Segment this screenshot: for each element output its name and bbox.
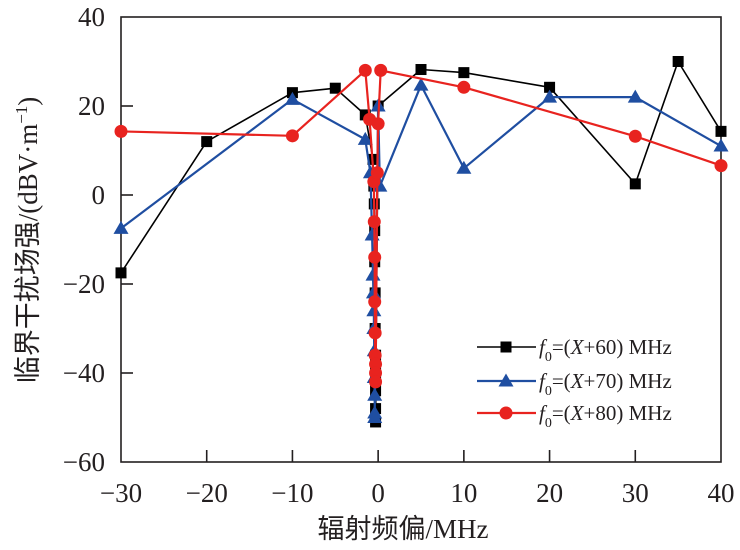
data-point [713, 138, 729, 152]
data-point [358, 63, 372, 77]
data-point [365, 267, 381, 281]
x-axis-title: 辐射频偏/MHz [318, 514, 489, 544]
data-point [368, 326, 382, 340]
data-point [544, 81, 556, 93]
legend-marker [498, 373, 514, 387]
series-layer [113, 56, 729, 428]
data-point [114, 124, 128, 138]
y-tick-label: 20 [78, 91, 105, 121]
data-point [628, 129, 642, 143]
data-point [115, 267, 127, 279]
data-point [371, 117, 385, 131]
x-tick-label: 0 [371, 478, 385, 508]
series-line [120, 60, 722, 423]
data-point [627, 89, 643, 103]
legend-marker [499, 406, 513, 420]
data-point [370, 166, 384, 180]
plot-border [120, 16, 722, 463]
plot-frame [120, 16, 722, 463]
y-tick-label: −60 [63, 447, 105, 477]
series-3 [114, 63, 728, 389]
data-point [369, 375, 383, 389]
data-point [715, 125, 727, 137]
x-tick-label: 30 [622, 478, 649, 508]
data-point [357, 131, 373, 145]
y-tick-label: −40 [63, 358, 105, 388]
legend-label: f0=(X+80) MHz [539, 401, 672, 431]
legend-marker [500, 341, 512, 353]
data-point [672, 56, 684, 67]
data-point [285, 129, 299, 143]
svg-text:临界干扰场强/(dBV·m−1): 临界干扰场强/(dBV·m−1) [12, 97, 43, 384]
data-point [374, 63, 388, 77]
data-point [542, 89, 558, 103]
y-axis-title-sup: −1 [12, 106, 31, 124]
legend-item-3: f0=(X+80) MHz [477, 401, 672, 431]
y-axis-ticks: −60 −40 −20 0 20 40 [63, 2, 133, 477]
data-point [458, 67, 470, 79]
y-tick-label: −20 [63, 269, 105, 299]
data-point [367, 387, 383, 401]
legend-label: f0=(X+70) MHz [539, 369, 672, 399]
data-point [368, 250, 382, 264]
y-axis-title-close: ) [13, 97, 43, 106]
legend-label: f0=(X+60) MHz [539, 335, 672, 365]
data-point [629, 178, 641, 190]
data-point [113, 220, 129, 234]
x-tick-label: −10 [271, 478, 313, 508]
x-tick-label: 10 [450, 478, 477, 508]
x-tick-label: −20 [186, 478, 228, 508]
data-point [367, 410, 383, 423]
data-point [369, 366, 383, 380]
data-point [284, 91, 300, 105]
x-axis-ticks: −30 −20 −10 0 10 20 30 40 [100, 450, 735, 508]
data-point [456, 160, 472, 174]
data-point [201, 136, 213, 148]
legend-item-1: f0=(X+60) MHz [477, 335, 672, 365]
data-point [413, 77, 429, 91]
legend-item-2: f0=(X+70) MHz [477, 369, 672, 399]
y-axis-title: 临界干扰场强/(dBV·m−1) [12, 97, 43, 384]
y-tick-label: 40 [78, 2, 105, 32]
data-point [457, 80, 471, 94]
data-point [368, 295, 382, 309]
data-point [367, 215, 381, 229]
x-tick-label: −30 [100, 478, 142, 508]
x-tick-label: 20 [536, 478, 563, 508]
data-point [329, 82, 341, 94]
data-point [369, 357, 383, 371]
y-tick-label: 0 [92, 180, 106, 210]
x-tick-label: 40 [708, 478, 735, 508]
y-axis-title-main: 临界干扰场强/(dBV·m [13, 124, 43, 384]
data-point [714, 159, 728, 173]
data-point [415, 64, 427, 76]
